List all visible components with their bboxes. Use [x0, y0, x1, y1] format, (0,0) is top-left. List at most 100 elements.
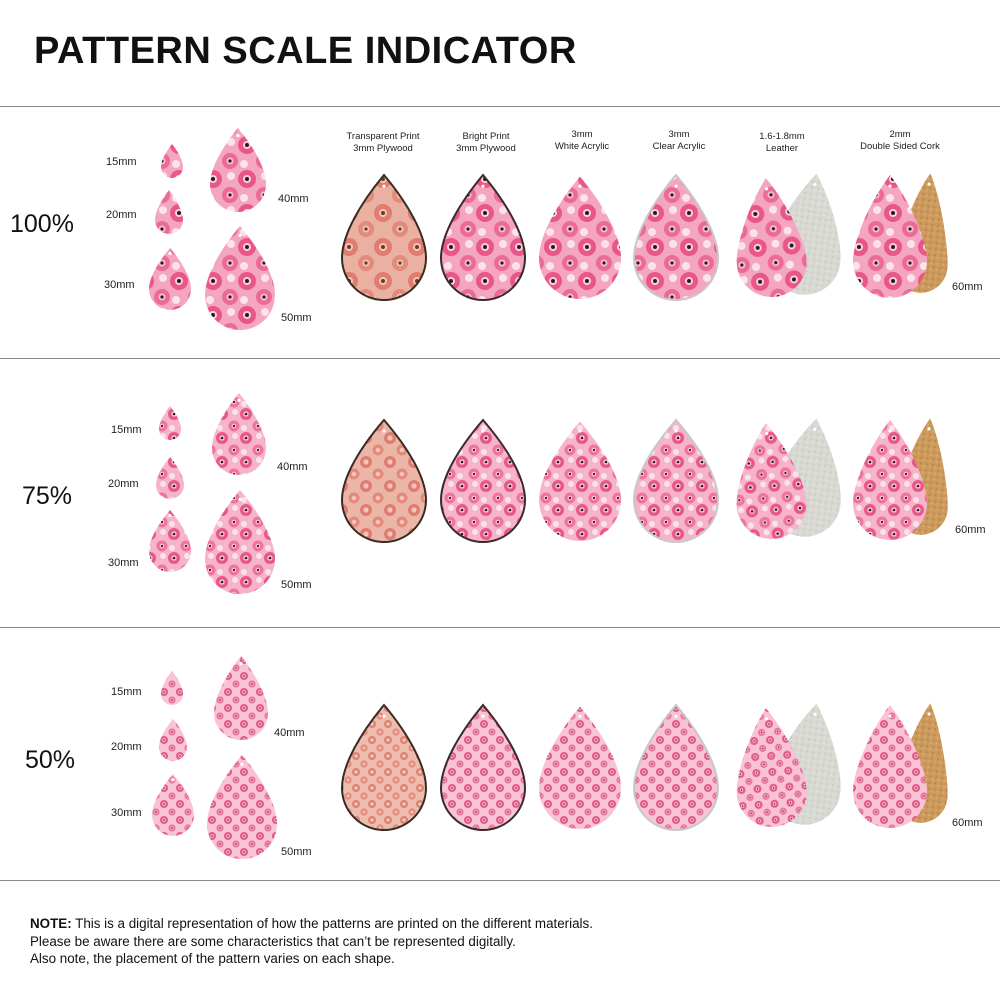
drop-hole	[927, 182, 931, 186]
note-label: NOTE:	[30, 916, 72, 931]
teardrop-50mm	[205, 490, 275, 594]
drop-hole	[382, 714, 386, 718]
drop-hole	[481, 714, 485, 718]
material-header-cork: 2mm Double Sided Cork	[860, 129, 940, 152]
drop-hole	[239, 661, 243, 666]
drop-hole	[238, 497, 242, 501]
teardrop-transparent-plywood	[340, 418, 428, 543]
drop-hole	[888, 714, 892, 718]
drop-hole	[674, 184, 678, 188]
drop-hole	[238, 233, 242, 237]
drop-hole	[764, 717, 769, 721]
size-label-30mm: 30mm	[104, 279, 135, 291]
material-header-bright-plywood: Bright Print 3mm Plywood	[456, 131, 516, 154]
size-label-20mm: 20mm	[111, 741, 142, 753]
note-line-1: NOTE: This is a digital representation o…	[30, 915, 593, 933]
drop-hole	[927, 712, 931, 716]
note-block: NOTE: This is a digital representation o…	[30, 915, 593, 968]
teardrop-30mm	[152, 774, 194, 836]
teardrop-bright-plywood	[439, 173, 527, 301]
drop-hole	[240, 762, 244, 766]
teardrop-cork-front	[853, 705, 927, 828]
teardrop-40mm	[210, 128, 266, 212]
divider-1	[0, 358, 1000, 359]
teardrop-30mm	[149, 248, 191, 310]
size-label-40mm: 40mm	[274, 727, 305, 739]
teardrop-50mm	[205, 226, 275, 330]
teardrop-50mm	[207, 755, 277, 859]
teardrop-bright-plywood	[439, 703, 527, 831]
note-text-1: This is a digital representation of how …	[71, 916, 593, 931]
teardrop-leather-front	[736, 708, 807, 827]
drop-hole	[168, 513, 172, 518]
scale-label-75: 75%	[22, 482, 73, 510]
divider-bottom	[0, 880, 1000, 881]
note-line-3: Also note, the placement of the pattern …	[30, 951, 395, 966]
teardrop-leather-front	[736, 178, 807, 297]
size-label-60mm: 60mm	[952, 817, 983, 829]
drop-hole	[481, 184, 485, 188]
size-label-60mm: 60mm	[952, 281, 983, 293]
size-label-20mm: 20mm	[106, 209, 137, 221]
teardrop-15mm	[161, 144, 183, 178]
drop-hole	[237, 398, 241, 402]
size-label-50mm: 50mm	[281, 846, 312, 858]
note-line-2: Please be aware there are some character…	[30, 933, 516, 949]
teardrop-20mm	[155, 190, 183, 234]
teardrop-clear-acrylic	[632, 173, 720, 301]
teardrop-white-acrylic	[536, 418, 624, 543]
size-label-50mm: 50mm	[281, 312, 312, 324]
drop-hole	[813, 182, 817, 187]
teardrop-15mm	[161, 671, 183, 705]
material-header-leather: 1.6-1.8mm Leather	[759, 131, 805, 154]
drop-hole	[765, 431, 769, 436]
drop-hole	[813, 712, 817, 717]
drop-hole	[927, 427, 931, 431]
drop-hole	[578, 714, 582, 718]
size-label-30mm: 30mm	[108, 557, 139, 569]
drop-hole	[168, 251, 172, 256]
size-label-40mm: 40mm	[278, 193, 309, 205]
drop-hole	[236, 133, 240, 138]
size-label-15mm: 15mm	[111, 424, 142, 436]
material-header-clear-acrylic: 3mm Clear Acrylic	[652, 129, 706, 152]
drop-hole	[888, 184, 892, 188]
divider-2	[0, 627, 1000, 628]
divider-top	[0, 106, 1000, 107]
drop-hole	[382, 429, 386, 433]
material-header-transparent-plywood: Transparent Print 3mm Plywood	[346, 131, 420, 154]
size-label-30mm: 30mm	[111, 807, 142, 819]
teardrop-cork-front	[853, 175, 927, 298]
teardrop-30mm	[149, 510, 191, 572]
teardrop-white-acrylic	[536, 173, 624, 301]
teardrop-cork-front	[853, 420, 927, 540]
drop-hole	[813, 427, 817, 431]
teardrop-clear-acrylic	[632, 418, 720, 543]
drop-hole	[674, 714, 678, 718]
teardrop-transparent-plywood	[340, 703, 428, 831]
teardrop-bright-plywood	[439, 418, 527, 543]
drop-hole	[171, 777, 175, 782]
teardrop-clear-acrylic	[632, 703, 720, 831]
size-label-40mm: 40mm	[277, 461, 308, 473]
drop-hole	[764, 187, 769, 191]
drop-hole	[578, 429, 582, 433]
teardrop-40mm	[212, 393, 266, 475]
page-title: PATTERN SCALE INDICATOR	[34, 30, 577, 72]
teardrop-transparent-plywood	[340, 173, 428, 301]
teardrop-20mm	[159, 719, 187, 761]
teardrop-white-acrylic	[536, 703, 624, 831]
drop-hole	[382, 184, 386, 188]
teardrop-20mm	[156, 457, 184, 499]
teardrop-40mm	[214, 656, 268, 740]
size-label-20mm: 20mm	[108, 478, 139, 490]
size-label-60mm: 60mm	[955, 524, 986, 536]
drop-hole	[481, 429, 485, 433]
scale-label-50: 50%	[25, 746, 76, 774]
teardrop-leather-front	[736, 423, 807, 539]
material-header-white-acrylic: 3mm White Acrylic	[554, 129, 610, 152]
drop-hole	[888, 429, 892, 433]
teardrop-15mm	[159, 406, 181, 440]
scale-label-100: 100%	[10, 210, 74, 238]
